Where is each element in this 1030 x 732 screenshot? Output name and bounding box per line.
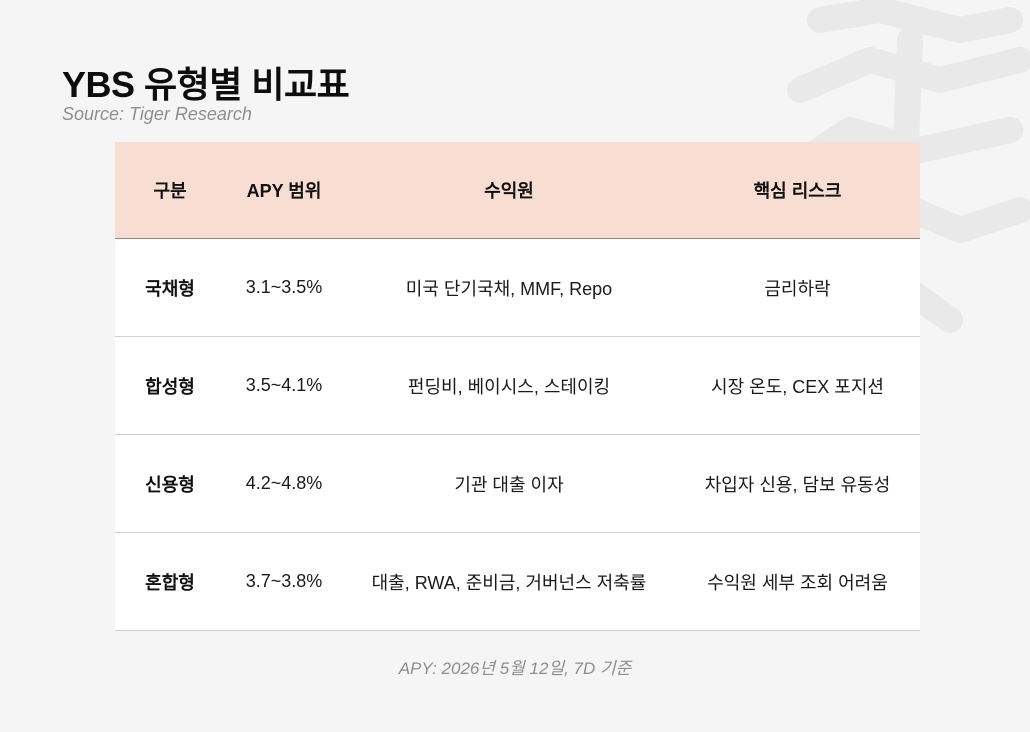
row-apy: 3.1~3.5% xyxy=(225,238,343,337)
comparison-table: 구분 APY 범위 수익원 핵심 리스크 국채형 3.1~3.5% 미국 단기국… xyxy=(115,142,920,631)
row-key-risk: 시장 온도, CEX 포지션 xyxy=(675,336,920,435)
header-type: 구분 xyxy=(115,142,225,239)
row-key-risk: 금리하락 xyxy=(675,238,920,337)
row-revenue-source: 기관 대출 이자 xyxy=(343,434,675,533)
row-type: 국채형 xyxy=(115,238,225,337)
table-row: 혼합형 3.7~3.8% 대출, RWA, 준비금, 거버넌스 저축률 수익원 … xyxy=(115,532,920,631)
header-apy-range: APY 범위 xyxy=(225,142,343,239)
row-apy: 3.5~4.1% xyxy=(225,336,343,435)
apy-footnote: APY: 2026년 5월 12일, 7D 기준 xyxy=(398,659,632,678)
row-apy: 3.7~3.8% xyxy=(225,532,343,631)
row-revenue-source: 펀딩비, 베이시스, 스테이킹 xyxy=(343,336,675,435)
row-revenue-source: 미국 단기국채, MMF, Repo xyxy=(343,238,675,337)
row-key-risk: 수익원 세부 조회 어려움 xyxy=(675,532,920,631)
row-apy: 4.2~4.8% xyxy=(225,434,343,533)
row-type: 신용형 xyxy=(115,434,225,533)
row-type: 합성형 xyxy=(115,336,225,435)
table-row: 합성형 3.5~4.1% 펀딩비, 베이시스, 스테이킹 시장 온도, CEX … xyxy=(115,336,920,435)
source-caption: Source: Tiger Research xyxy=(62,104,252,124)
comparison-table-container: 구분 APY 범위 수익원 핵심 리스크 국채형 3.1~3.5% 미국 단기국… xyxy=(115,142,920,631)
header-revenue-source: 수익원 xyxy=(343,142,675,239)
header-key-risk: 핵심 리스크 xyxy=(675,142,920,239)
table-row: 국채형 3.1~3.5% 미국 단기국채, MMF, Repo 금리하락 xyxy=(115,238,920,337)
row-revenue-source: 대출, RWA, 준비금, 거버넌스 저축률 xyxy=(343,532,675,631)
table-header-row: 구분 APY 범위 수익원 핵심 리스크 xyxy=(115,142,920,239)
row-key-risk: 차입자 신용, 담보 유동성 xyxy=(675,434,920,533)
page-title: YBS 유형별 비교표 xyxy=(62,64,350,105)
row-type: 혼합형 xyxy=(115,532,225,631)
table-row: 신용형 4.2~4.8% 기관 대출 이자 차입자 신용, 담보 유동성 xyxy=(115,434,920,533)
